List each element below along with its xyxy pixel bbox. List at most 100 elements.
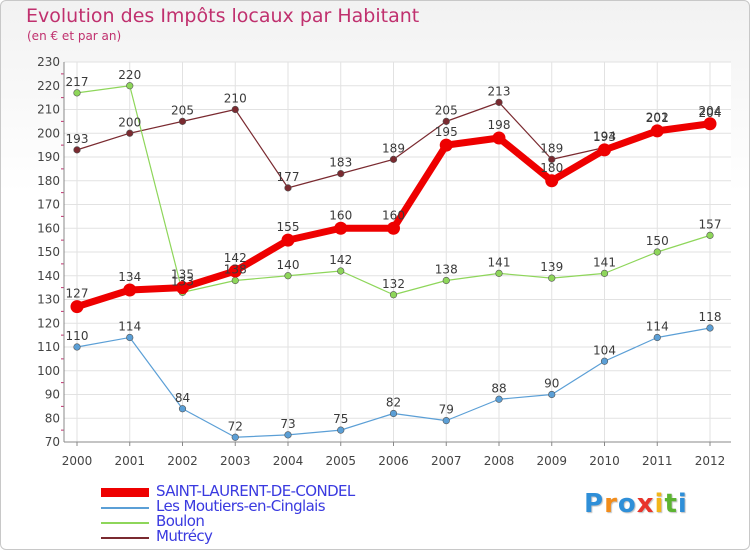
y-tick-label: 160 [37,221,60,235]
data-label-les-moutiers-en-cinglais: 114 [646,320,669,334]
data-label-boulon: 140 [277,258,300,272]
data-point-les-moutiers-en-cinglais [73,343,81,351]
data-label-mutr-cy: 189 [382,141,405,155]
x-tick-label: 2012 [695,454,726,468]
data-point-boulon [231,276,239,285]
data-label-les-moutiers-en-cinglais: 75 [333,412,348,426]
logo-letter: t [664,489,678,519]
data-label-saint-laurent-de-condel: 155 [277,220,300,234]
y-tick-label: 110 [37,340,60,354]
data-label-mutr-cy: 183 [329,156,352,170]
data-point-mutr-cy [548,155,556,163]
data-point-les-moutiers-en-cinglais [495,395,503,403]
data-label-saint-laurent-de-condel: 160 [329,208,352,222]
data-point-les-moutiers-en-cinglais [548,390,556,399]
proxiti-logo: Proxiti [584,489,688,519]
data-label-les-moutiers-en-cinglais: 110 [66,329,89,343]
data-label-les-moutiers-en-cinglais: 79 [439,403,454,417]
data-point-boulon [600,269,609,277]
data-label-les-moutiers-en-cinglais: 82 [386,396,401,410]
data-point-mutr-cy [73,146,81,154]
x-tick-label: 2006 [378,454,409,468]
data-label-saint-laurent-de-condel: 180 [540,161,563,175]
data-label-boulon: 141 [593,255,616,269]
data-label-mutr-cy: 205 [435,103,458,117]
data-point-les-moutiers-en-cinglais [442,417,450,425]
data-label-boulon: 220 [118,68,141,82]
data-point-saint-laurent-de-condel [176,281,189,295]
x-tick-label: 2002 [167,454,198,468]
logo-letter: o [617,489,637,519]
x-tick-label: 2004 [273,454,304,468]
y-tick-label: 220 [37,79,60,93]
y-tick-label: 150 [37,245,60,259]
data-label-boulon: 139 [540,260,563,274]
y-tick-label: 100 [37,364,60,378]
data-point-boulon [548,274,556,282]
logo-letter: x [636,489,655,519]
y-tick-label: 90 [45,388,60,402]
y-tick-label: 230 [37,55,60,69]
y-tick-label: 200 [37,126,60,140]
logo-letter: P [584,489,605,519]
data-point-mutr-cy [178,117,187,125]
data-point-saint-laurent-de-condel [598,143,611,157]
data-point-mutr-cy [337,170,345,178]
data-point-les-moutiers-en-cinglais [600,357,609,365]
data-point-saint-laurent-de-condel [387,221,400,235]
data-point-boulon [653,248,661,256]
data-label-mutr-cy: 210 [224,92,247,106]
data-label-mutr-cy: 205 [171,103,194,117]
data-point-les-moutiers-en-cinglais [653,333,661,342]
data-point-saint-laurent-de-condel [70,300,84,314]
data-label-saint-laurent-de-condel: 198 [488,118,511,132]
data-label-mutr-cy: 204 [699,106,722,120]
x-tick-label: 2003 [220,454,251,468]
logo-letter: i [654,489,665,519]
data-point-les-moutiers-en-cinglais [284,431,292,439]
data-label-saint-laurent-de-condel: 142 [224,251,247,265]
data-point-saint-laurent-de-condel [439,138,453,152]
data-label-saint-laurent-de-condel: 135 [171,268,194,282]
data-point-les-moutiers-en-cinglais [337,426,345,434]
data-labels: 193 200 205 210 177 183 189 205 213 189 194 202 204 2… [66,68,722,434]
data-point-les-moutiers-en-cinglais [389,409,398,418]
data-point-boulon [284,272,292,280]
y-tick-label: 130 [37,293,60,307]
legend-label: Mutrécy [156,527,213,545]
data-label-les-moutiers-en-cinglais: 114 [118,320,141,334]
data-point-mutr-cy [495,98,503,106]
data-point-les-moutiers-en-cinglais [178,405,187,413]
data-label-mutr-cy: 213 [488,84,511,98]
data-point-les-moutiers-en-cinglais [231,433,239,441]
logo-letter: r [604,489,618,519]
data-label-saint-laurent-de-condel: 201 [646,111,669,125]
data-point-saint-laurent-de-condel [703,117,717,131]
data-label-saint-laurent-de-condel: 193 [593,130,616,144]
data-label-boulon: 157 [699,217,722,231]
x-tick-label: 2008 [484,454,515,468]
data-label-saint-laurent-de-condel: 160 [382,208,405,222]
data-label-les-moutiers-en-cinglais: 73 [280,417,295,431]
data-label-les-moutiers-en-cinglais: 90 [544,377,559,391]
data-label-saint-laurent-de-condel: 134 [118,270,141,284]
data-label-les-moutiers-en-cinglais: 104 [593,343,616,357]
data-label-saint-laurent-de-condel: 195 [435,125,458,139]
line-chart: 7080901001101201301401501601701801902002… [37,55,731,468]
data-label-boulon: 138 [224,263,247,277]
data-label-mutr-cy: 200 [118,115,141,129]
data-point-saint-laurent-de-condel [123,283,137,297]
y-tick-label: 120 [37,316,60,330]
data-label-boulon: 217 [66,75,89,89]
data-point-mutr-cy [231,105,239,114]
data-label-mutr-cy: 189 [540,141,563,155]
data-point-boulon [73,89,81,97]
x-tick-label: 2010 [589,454,620,468]
data-point-les-moutiers-en-cinglais [706,324,714,332]
data-label-mutr-cy: 177 [277,170,300,184]
legend-swatch [101,507,149,509]
data-point-les-moutiers-en-cinglais [126,333,134,342]
legend-swatch [101,537,149,539]
data-label-les-moutiers-en-cinglais: 84 [175,391,190,405]
